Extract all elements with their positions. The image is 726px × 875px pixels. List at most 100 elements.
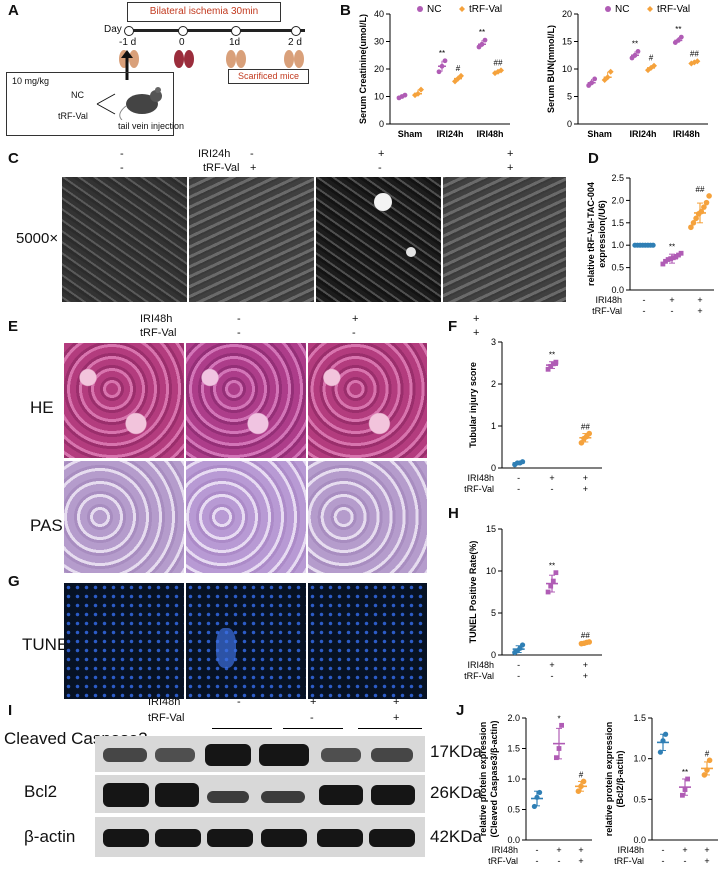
data-point (685, 776, 690, 782)
data-point (556, 746, 562, 751)
data-point (704, 767, 710, 773)
data-point (402, 92, 408, 98)
row-label-iri48h: IRI48h (617, 845, 644, 855)
y-tick-label: 2 (491, 379, 496, 389)
row-label-trf: tRF-Val (592, 306, 622, 316)
y-tick-label: 2.0 (507, 713, 520, 723)
row-label-trf: tRF-Val (488, 856, 518, 866)
magnification-label: 5000× (16, 230, 59, 247)
data-point (418, 86, 424, 93)
panel-label-f: F (448, 318, 458, 335)
panel-label-g: G (8, 573, 20, 590)
kidney-icon (226, 50, 246, 68)
y-tick-label: 2.0 (611, 195, 624, 205)
data-point (578, 440, 585, 446)
sign-label: + (583, 473, 588, 483)
data-point (632, 52, 638, 58)
he-image (64, 343, 184, 458)
x-tick-label: Sham (398, 129, 423, 139)
sign-label: + (578, 856, 583, 866)
stain-label-pas: PAS (30, 516, 63, 535)
trf-label: tRF-Val (58, 111, 88, 121)
data-point (550, 361, 556, 367)
row-label-iri24h: IRI24h (198, 148, 231, 160)
panel-label-b: B (340, 2, 351, 19)
y-tick-label: 3 (491, 337, 496, 347)
data-point (439, 63, 445, 69)
sign: + (352, 313, 359, 325)
sacrifice-box: Scarificed mice (228, 69, 309, 84)
dose-label: 10 mg/kg (12, 76, 50, 86)
y-axis-label: (Cleaved Caspase3/β-actin) (489, 720, 499, 837)
data-point (688, 224, 694, 231)
data-point (660, 261, 666, 267)
timeline-axis (127, 29, 305, 32)
sign-label: - (517, 473, 520, 483)
sign-label: + (556, 845, 561, 855)
data-point (703, 199, 710, 206)
sign-label: + (697, 306, 702, 316)
em-image (189, 177, 314, 302)
legend-label-trf: tRF-Val (469, 4, 502, 15)
em-image (316, 177, 441, 302)
data-point (668, 256, 674, 262)
y-axis-label: (Bcl2/β-actin) (615, 750, 625, 807)
arrow-icons (96, 93, 116, 115)
em-image (62, 177, 187, 302)
band-label-bcl2: Bcl2 (24, 782, 58, 801)
data-point (663, 731, 669, 737)
y-tick-label: 0 (567, 119, 572, 129)
chart-d: 0.0 0.5 1.0 1.5 2.0 2.5 relative tRF-Val-TAC-0… (586, 173, 714, 316)
x-tick-label: IRI24h (436, 129, 463, 139)
sign-label: - (517, 660, 520, 670)
sign-label: + (583, 484, 588, 494)
sign-label: - (536, 856, 539, 866)
panel-label-d: D (588, 150, 599, 167)
significance-label: ** (549, 351, 555, 360)
y-tick-label: 10 (562, 64, 572, 74)
data-point (673, 254, 679, 259)
he-image (308, 343, 427, 458)
y-tick-label: 1.5 (633, 713, 646, 723)
data-point (607, 68, 614, 75)
band-label-actin: β-actin (24, 827, 76, 846)
mouse-icon (119, 87, 162, 120)
legend-label-trf: tRF-Val (657, 4, 690, 15)
data-point (553, 570, 559, 576)
sign-label: + (682, 845, 687, 855)
panel-label-i: I (8, 702, 13, 719)
panel-label-j: J (456, 702, 465, 719)
data-point (586, 639, 593, 645)
data-point (693, 215, 699, 222)
sign: + (507, 148, 514, 160)
timepoint-label: -1 d (119, 37, 137, 48)
sign: - (120, 148, 124, 160)
data-point (635, 49, 641, 54)
data-point (678, 34, 684, 40)
row-label-iri48h: IRI48h (467, 473, 494, 483)
significance-label: ## (581, 423, 590, 432)
kda-caspase3: 17KDa (430, 742, 482, 761)
y-axis-label: Serum Creatinine(umol/L) (358, 14, 368, 124)
sign: - (237, 327, 241, 339)
data-point (604, 74, 611, 81)
sign: + (310, 696, 317, 708)
row-label-trf: tRF-Val (148, 712, 185, 724)
significance-label: ** (549, 562, 555, 571)
data-point (415, 90, 421, 97)
sign-label: + (583, 660, 588, 670)
sign-label: - (684, 856, 687, 866)
data-point (519, 642, 526, 648)
significance-label: ** (675, 25, 681, 34)
data-point (682, 787, 688, 792)
chart-b2: 0 5 10 15 20 Serum BUN(mmol/L) Sham IRI24h IRI48… (546, 4, 708, 139)
row-label-iri48h: IRI48h (148, 696, 181, 708)
arrow-up-icon (121, 50, 133, 80)
y-tick-label: 0 (379, 119, 384, 129)
row-label-trf: tRF-Val (614, 856, 644, 866)
y-tick-label: 0.0 (611, 285, 624, 295)
data-point (698, 208, 705, 215)
sign: - (378, 162, 382, 174)
row-label-iri48h: IRI48h (595, 295, 622, 305)
sign: - (352, 327, 356, 339)
